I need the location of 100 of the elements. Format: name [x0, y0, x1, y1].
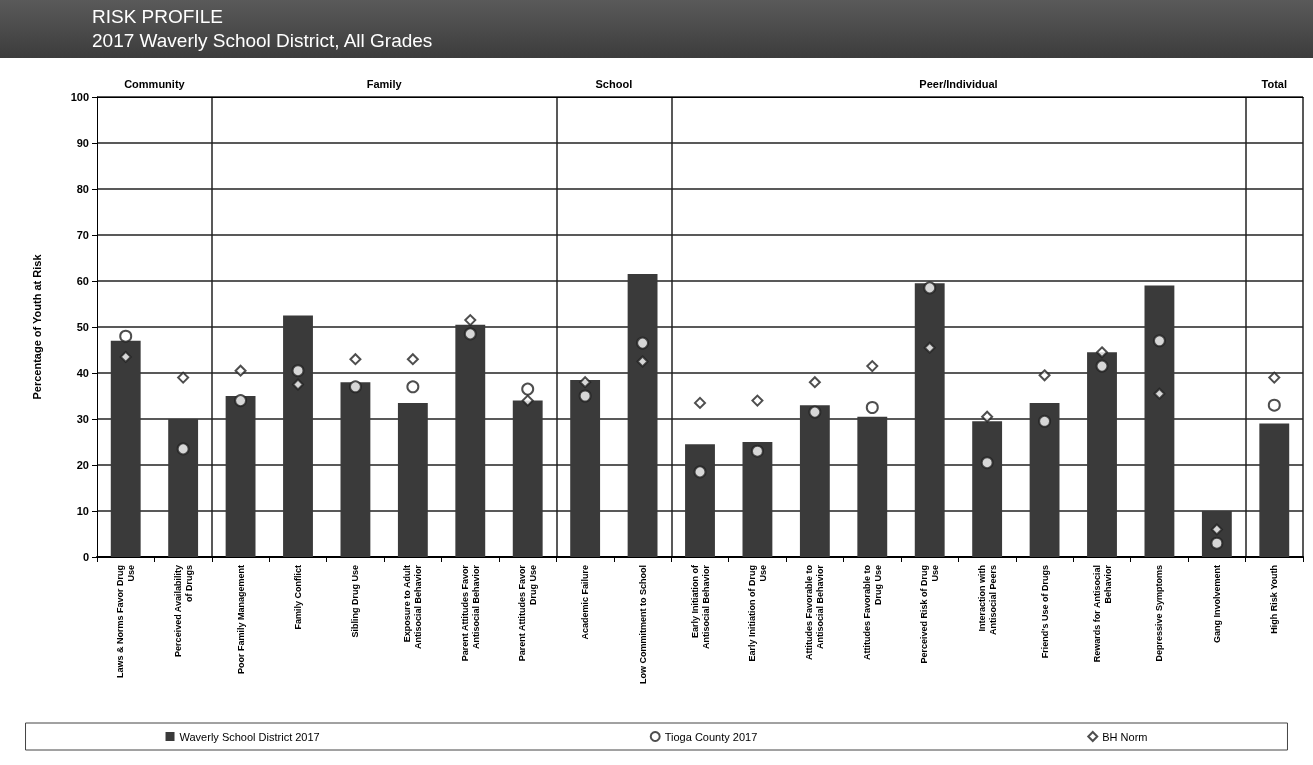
bar	[512, 400, 543, 557]
chart-subtitle: 2017 Waverly School District, All Grades	[92, 30, 433, 52]
x-tick-label: Perceived Risk of Drug Use	[919, 565, 941, 664]
y-tick-label: 70	[76, 229, 89, 241]
point	[866, 360, 879, 373]
y-tick-label: 50	[76, 321, 89, 333]
point	[119, 329, 133, 343]
bar	[570, 379, 601, 557]
point	[579, 376, 592, 389]
point	[693, 465, 707, 479]
point	[694, 396, 706, 409]
point	[292, 378, 304, 391]
y-tick-label: 40	[76, 367, 89, 379]
point	[406, 380, 420, 394]
text: School	[595, 78, 633, 90]
y-tick-label: 30	[76, 413, 89, 425]
point	[234, 394, 248, 408]
x-tick-label: Depressive Symptoms	[1154, 565, 1165, 662]
point	[176, 442, 190, 456]
x-tick-label: Perceived Availability of Drugs	[172, 565, 194, 657]
bar	[799, 405, 830, 557]
y-tick-label: 0	[82, 551, 89, 563]
x-tick-label: Rewards for Antisocial Behavior	[1091, 564, 1113, 663]
text: Community	[124, 78, 186, 90]
point	[521, 394, 534, 407]
text: Family	[366, 78, 403, 90]
point	[1152, 334, 1166, 348]
y-tick-label: 80	[76, 183, 89, 195]
point	[1210, 536, 1224, 550]
x-tick-label: Parent Attitudes Favor Antisocial Behavior	[459, 564, 481, 662]
point	[1096, 346, 1108, 359]
point	[291, 364, 305, 378]
point	[808, 405, 822, 419]
point	[578, 389, 592, 403]
point	[751, 394, 764, 407]
bar	[1087, 352, 1117, 557]
x-tick-label: Attitudes Favorable to Drug Use	[861, 564, 883, 661]
bar	[972, 421, 1003, 557]
x-tick-label: Laws & Norms Favor Drug Use	[115, 565, 137, 679]
y-axis-title: Percentage of Youth at Risk	[30, 253, 43, 400]
point	[808, 376, 821, 389]
y-tick-label: 10	[76, 505, 89, 517]
point	[980, 456, 994, 470]
bar	[627, 274, 658, 557]
point	[636, 336, 650, 350]
point	[1038, 369, 1051, 382]
x-tick-label: Academic Failure	[580, 565, 591, 640]
y-tick-label: 100	[70, 91, 89, 103]
y-tick-label: 90	[76, 137, 89, 149]
point	[865, 401, 879, 414]
bar	[397, 402, 428, 557]
x-tick-label: Friend's Use of Drugs	[1039, 565, 1050, 659]
point	[119, 350, 132, 363]
x-tick-label: Parent Attitudes Favor Drug Use	[517, 564, 539, 662]
y-tick-label: 60	[76, 275, 89, 287]
bar	[340, 382, 371, 557]
point	[1038, 414, 1052, 428]
point	[1268, 371, 1281, 384]
chart-title: RISK PROFILE	[92, 6, 223, 28]
legend-label: BH Norm	[1102, 730, 1148, 743]
x-tick-label: High Risk Youth	[1269, 565, 1280, 634]
y-tick-label: 20	[76, 459, 89, 471]
legend-label: Waverly School District 2017	[179, 730, 320, 743]
x-tick-label: Attitudes Favorable to Antisocial Behavior	[804, 564, 826, 661]
bar	[225, 396, 256, 557]
point	[1153, 387, 1166, 400]
x-tick-label: Poor Family Management	[235, 565, 246, 675]
bar	[742, 442, 773, 557]
point	[348, 380, 362, 394]
legend-label: Tioga County 2017	[664, 730, 758, 743]
x-tick-label: Low Commitment to School	[637, 565, 648, 684]
point	[464, 314, 477, 327]
bar	[283, 315, 313, 557]
bar	[110, 340, 141, 557]
point	[463, 327, 477, 341]
x-tick-label: Sibling Drug Use	[350, 565, 361, 638]
point	[981, 410, 994, 423]
x-tick-label: Family Conflict	[293, 565, 303, 630]
point	[923, 341, 936, 354]
x-tick-label: Early Initiation of Drug Use	[746, 565, 768, 662]
point	[636, 355, 649, 368]
point	[234, 364, 247, 377]
text: Total	[1261, 78, 1288, 90]
point	[521, 382, 535, 396]
x-tick-label: Gang Involvement	[1211, 565, 1222, 644]
text: Peer/Individual	[919, 78, 998, 90]
point	[1095, 359, 1109, 373]
bar	[1144, 285, 1175, 557]
point	[1267, 398, 1281, 412]
point	[750, 444, 764, 458]
point	[177, 371, 190, 384]
bar	[1259, 423, 1290, 557]
point	[923, 281, 937, 295]
point	[349, 353, 362, 366]
x-tick-label: Interaction with Antisocial Peers	[976, 565, 998, 636]
bar	[455, 324, 486, 557]
bar	[914, 283, 945, 557]
bar	[168, 419, 199, 557]
bar	[857, 416, 888, 557]
x-tick-label: Exposure to Adult Antisocial Behavior	[402, 564, 424, 650]
